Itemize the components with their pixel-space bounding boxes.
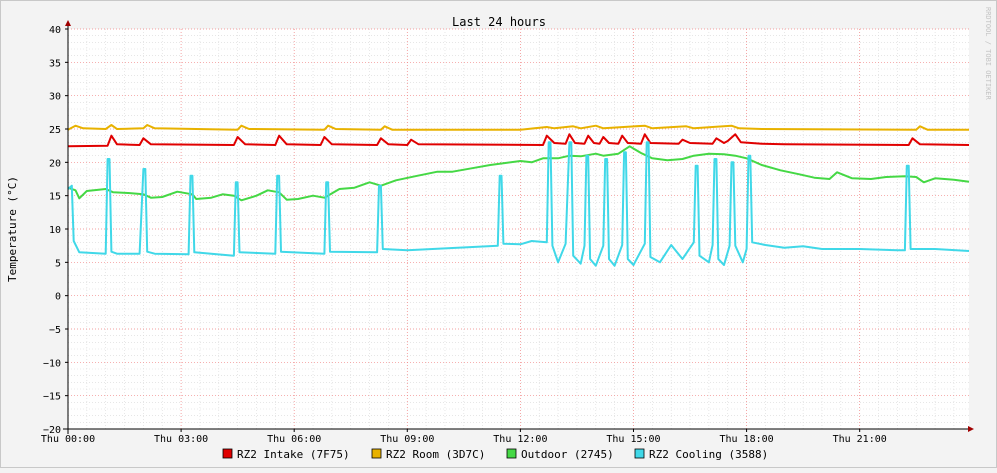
chart-title: Last 24 hours xyxy=(452,15,546,29)
rrdtool-watermark: RRDTOOL / TOBI OETIKER xyxy=(984,7,992,101)
y-axis-label: Temperature (°C) xyxy=(6,176,19,282)
series-line-2 xyxy=(67,124,969,131)
x-tick-label: Thu 12:00 xyxy=(493,434,547,445)
legend-swatch xyxy=(222,448,233,459)
x-tick-label: Thu 21:00 xyxy=(833,434,887,445)
x-tick-label: Thu 03:00 xyxy=(154,434,208,445)
x-tick-label: Thu 18:00 xyxy=(719,434,773,445)
x-tick-label: Thu 00:00 xyxy=(41,434,95,445)
y-tick-label: 0 xyxy=(55,292,61,303)
y-tick-label: 40 xyxy=(49,25,61,36)
x-tick-label: Thu 15:00 xyxy=(606,434,660,445)
legend-label: Outdoor (2745) xyxy=(521,448,614,461)
y-tick-label: 15 xyxy=(49,192,61,203)
y-tick-label: 20 xyxy=(49,158,61,169)
legend-swatch xyxy=(371,448,382,459)
y-axis-arrow-icon xyxy=(65,20,71,26)
series-line-4 xyxy=(67,141,970,267)
legend-label: RZ2 Cooling (3588) xyxy=(649,448,768,461)
x-axis-arrow-icon xyxy=(968,426,974,432)
x-tick-label: Thu 09:00 xyxy=(380,434,434,445)
legend-swatch xyxy=(634,448,645,459)
y-tick-label: 5 xyxy=(55,258,61,269)
legend-label: RZ2 Intake (7F75) xyxy=(237,448,350,461)
y-tick-label: −20 xyxy=(43,425,61,436)
legend-label: RZ2 Room (3D7C) xyxy=(386,448,485,461)
y-tick-label: 30 xyxy=(49,92,61,103)
series-line-1 xyxy=(67,133,970,148)
y-tick-label: −10 xyxy=(43,358,61,369)
x-tick-label: Thu 06:00 xyxy=(267,434,321,445)
y-tick-label: −5 xyxy=(49,325,61,336)
y-tick-label: 35 xyxy=(49,58,61,69)
y-tick-label: −15 xyxy=(43,392,61,403)
legend: RZ2 Intake (7F75) RZ2 Room (3D7C) Outdoor … xyxy=(222,448,768,461)
legend-swatch xyxy=(506,448,517,459)
y-tick-label: 10 xyxy=(49,225,61,236)
y-tick-label: 25 xyxy=(49,125,61,136)
